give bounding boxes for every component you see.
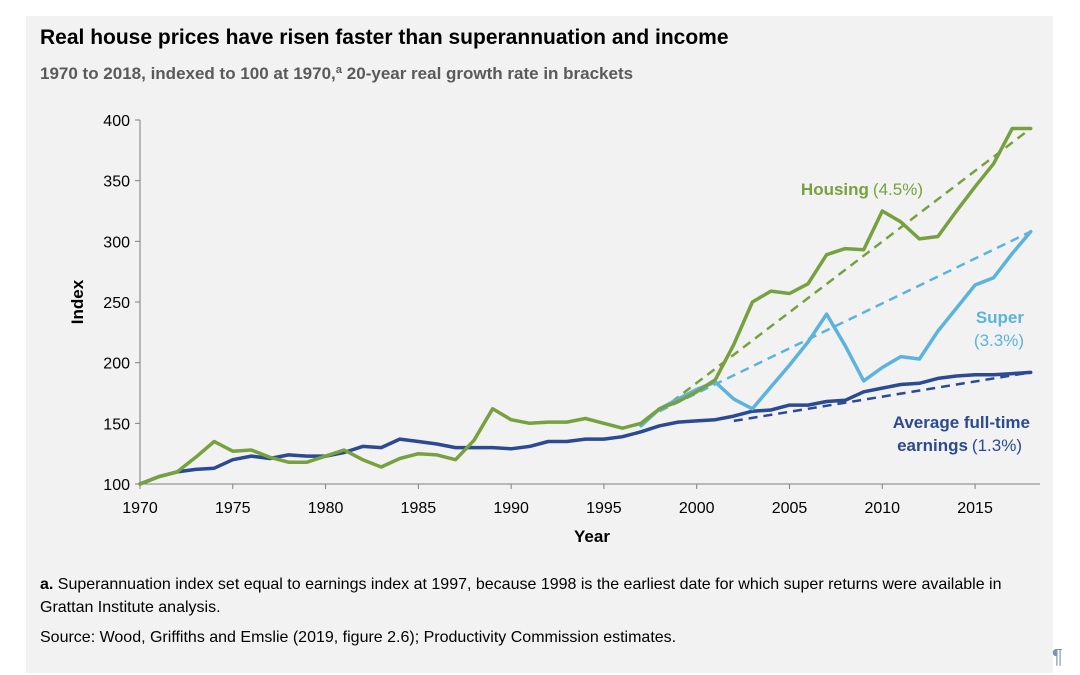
x-tick-label: 2015 [957,500,993,517]
y-tick-label: 300 [103,234,130,251]
chart-panel [26,16,1053,673]
trendline-earnings [733,371,1031,423]
x-tick-label: 2005 [772,500,808,517]
source-note: Source: Wood, Griffiths and Emslie (2019… [40,629,677,646]
y-tick-label: 100 [103,477,130,494]
series-rate-super: (3.3%) [974,331,1024,350]
footnote-text: Superannuation index set equal to earnin… [40,576,1002,616]
pilcrow-mark: ¶ [1052,646,1063,668]
trendline-housing [658,127,1032,413]
x-tick-label: 1975 [215,500,251,517]
series-line-housing [138,126,1033,486]
series-label-earnings-line2: earnings (1.3%) [897,436,1022,455]
y-tick-label: 350 [103,174,130,191]
x-tick-label: 1980 [308,500,344,517]
x-tick-label: 2010 [864,500,900,517]
footnote: a. Superannuation index set equal to ear… [40,573,1030,619]
footnote-marker: a. [40,576,54,593]
chart-title: Real house prices have risen faster than… [40,26,729,49]
y-tick-label: 150 [103,416,130,433]
x-axis-title: Year [574,527,610,546]
line-chart: 100 150 200 250 300 350 400 1970 1975 1980 1985 199… [68,113,1040,546]
series-line-earnings [138,370,1033,486]
x-tick-label: 1990 [493,500,529,517]
x-tick-label: 1995 [586,500,622,517]
series-label-super: Super [976,308,1025,327]
trendline-super [659,230,1032,413]
y-tick-label: 400 [103,113,130,130]
chart-subtitle: 1970 to 2018, indexed to 100 at 1970,ª 2… [40,64,634,83]
y-tick-label: 250 [103,295,130,312]
y-axis-title: Index [68,279,87,324]
series-label-housing: Housing (4.5%) [801,180,923,199]
y-tick-label: 200 [103,356,130,373]
x-tick-label: 1970 [122,500,158,517]
x-tick-label: 1985 [401,500,437,517]
x-tick-label: 2000 [679,500,715,517]
series-label-earnings: Average full-time [893,413,1030,432]
